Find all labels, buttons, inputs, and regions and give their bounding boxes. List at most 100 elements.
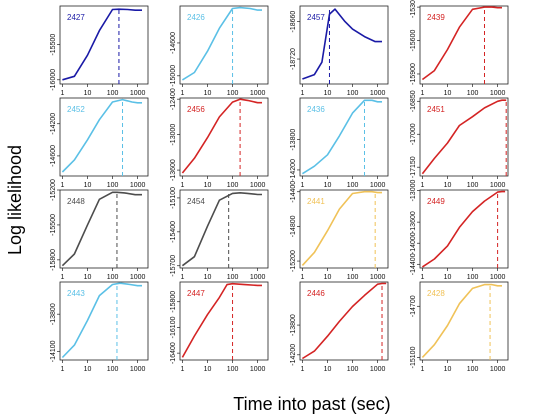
x-tick-label: 1 (60, 90, 64, 97)
panel-label-2447: 2447 (187, 289, 205, 298)
x-tick-label: 1000 (250, 90, 266, 97)
panel-frame (419, 97, 509, 177)
y-tick-label: -15200 (290, 250, 297, 272)
x-tick-label: 10 (444, 274, 452, 281)
x-tick-label: 1 (300, 366, 304, 373)
panel-label-2452: 2452 (67, 105, 85, 114)
likelihood-line-2447 (181, 282, 262, 358)
likelihood-line-2457 (302, 8, 382, 80)
y-tick-label: -14000 (410, 232, 417, 254)
x-tick-label: 100 (347, 90, 359, 97)
x-tick-label: 1 (60, 366, 64, 373)
y-tick-label: -15500 (50, 214, 57, 236)
y-tick-label: -18720 (290, 48, 297, 70)
panel-frame (179, 281, 269, 361)
x-tick-label: 10 (84, 90, 92, 97)
y-tick-label: -14200 (290, 344, 297, 366)
likelihood-line-2456 (181, 98, 262, 174)
x-tick-label: 10 (204, 274, 212, 281)
panel-2452: 1 10 100 1000 -14600 -14200 2452 (50, 97, 149, 189)
x-tick-label: 100 (107, 90, 119, 97)
y-tick-label: -13800 (290, 129, 297, 151)
x-tick-label: 100 (347, 182, 359, 189)
y-tick-label: -15800 (170, 291, 177, 313)
likelihood-line-2436 (301, 99, 382, 175)
likelihood-line-2428 (421, 283, 502, 358)
x-tick-label: 1 (180, 182, 184, 189)
panel-2451: 1 10 100 1000 -17150 -17000 -16850 2451 (410, 90, 509, 189)
x-tick-label: 100 (227, 182, 239, 189)
x-tick-label: 10 (324, 274, 332, 281)
x-tick-label: 10 (84, 274, 92, 281)
panel-label-2449: 2449 (427, 197, 445, 206)
x-tick-label: 10 (84, 366, 92, 373)
x-tick-label: 10 (324, 90, 332, 97)
x-tick-label: 1000 (370, 274, 386, 281)
x-tick-label: 1 (180, 274, 184, 281)
x-tick-label: 1000 (490, 90, 506, 97)
y-tick-label: -13600 (170, 159, 177, 181)
y-tick-label: -16850 (410, 90, 417, 112)
panel-2428: 1 10 100 1000 -15100 -14700 2428 (410, 281, 509, 373)
y-tick-label: -14700 (410, 295, 417, 317)
panel-frame (59, 97, 149, 177)
panel-label-2451: 2451 (427, 105, 445, 114)
y-tick-label: -14200 (50, 113, 57, 135)
y-tick-label: -15300 (410, 0, 417, 18)
x-tick-label: 10 (204, 90, 212, 97)
x-tick-label: 100 (467, 274, 479, 281)
x-tick-label: 100 (467, 182, 479, 189)
panel-frame (419, 189, 509, 269)
x-tick-label: 1 (180, 90, 184, 97)
panel-2441: 1 10 100 1000 -15200 -14800 -14400 2441 (290, 181, 389, 281)
y-tick-label: -15800 (50, 249, 57, 271)
panel-frame (59, 281, 149, 361)
panel-label-2426: 2426 (187, 13, 205, 22)
x-tick-label: 10 (204, 182, 212, 189)
panel-2427: 1 10 100 1000 -16000 -15500 2427 (50, 5, 149, 97)
x-tick-label: 100 (227, 274, 239, 281)
x-tick-label: 100 (227, 366, 239, 373)
panel-frame (59, 189, 149, 269)
likelihood-line-2451 (421, 99, 507, 175)
panel-2443: 1 10 100 1000 -14100 -13800 2443 (50, 281, 149, 373)
panel-frame (179, 189, 269, 269)
panel-2426: 1 10 100 1000 -15000 -14600 2426 (170, 5, 269, 97)
x-tick-label: 1 (300, 274, 304, 281)
x-tick-label: 10 (324, 182, 332, 189)
x-tick-label: 100 (107, 274, 119, 281)
panel-frame (179, 5, 269, 85)
x-tick-label: 1 (420, 90, 424, 97)
likelihood-line-2449 (421, 190, 506, 268)
y-tick-label: -17150 (410, 156, 417, 178)
x-tick-label: 1000 (130, 182, 146, 189)
y-tick-label: -16000 (50, 69, 57, 91)
panel-label-2441: 2441 (307, 197, 325, 206)
panel-frame (299, 281, 389, 361)
panel-label-2454: 2454 (187, 197, 205, 206)
likelihood-line-2446 (301, 282, 387, 360)
x-tick-label: 1000 (490, 274, 506, 281)
x-tick-label: 1000 (250, 182, 266, 189)
x-tick-label: 1000 (250, 366, 266, 373)
panel-2449: 1 10 100 1000 -14400-14000-13600 -13000 2449 (410, 180, 509, 281)
x-tick-label: 1000 (490, 366, 506, 373)
x-tick-label: 100 (467, 366, 479, 373)
x-tick-label: 10 (324, 366, 332, 373)
x-tick-label: 10 (84, 182, 92, 189)
x-tick-label: 1 (300, 90, 304, 97)
likelihood-line-2443 (61, 282, 142, 359)
x-tick-label: 100 (107, 366, 119, 373)
x-tick-label: 1 (420, 182, 424, 189)
panel-2457: 1 10 100 1000 -18720 -18660 2457 (290, 5, 389, 97)
panel-2446: 1 10 100 1000 -14200 -13800 2446 (290, 281, 389, 373)
x-tick-label: 1 (60, 182, 64, 189)
panel-label-2457: 2457 (307, 13, 325, 22)
y-tick-label: -15400 (170, 221, 177, 243)
likelihood-line-2441 (301, 190, 382, 266)
x-tick-label: 1 (300, 182, 304, 189)
y-tick-label: -12400 (170, 88, 177, 110)
y-tick-label: -13000 (170, 124, 177, 146)
panel-frame (299, 97, 389, 177)
panel-frame (419, 281, 509, 361)
